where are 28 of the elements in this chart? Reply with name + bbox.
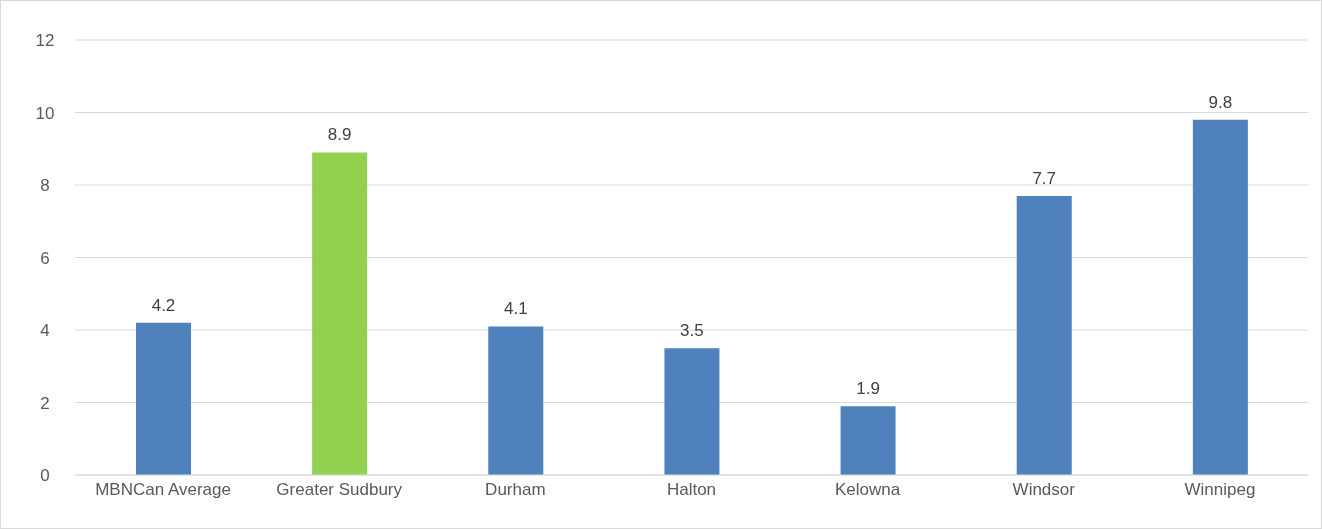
x-tick-label: Winnipeg (1184, 480, 1256, 500)
data-label: 9.8 (1208, 92, 1233, 112)
y-tick-label: 6 (40, 248, 50, 268)
data-label: 4.1 (503, 299, 528, 319)
bar (840, 406, 896, 475)
y-tick-label: 2 (40, 393, 50, 413)
bar (136, 322, 191, 475)
data-label: 3.5 (680, 321, 704, 341)
bar (1192, 119, 1248, 475)
y-tick-label: 10 (35, 103, 55, 123)
y-tick-label: 4 (40, 321, 50, 341)
data-label: 4.2 (151, 295, 176, 315)
x-tick-label: Windsor (1012, 480, 1076, 500)
data-label: 1.9 (856, 379, 880, 399)
data-label: 7.7 (1032, 168, 1057, 188)
x-tick-label: Kelowna (835, 480, 901, 500)
y-tick-label: 12 (35, 31, 55, 51)
bar (664, 348, 720, 475)
bar (312, 152, 368, 475)
x-tick-label: MBNCan Average (95, 480, 231, 500)
x-tick-label: Durham (485, 480, 546, 500)
y-tick-label: 8 (40, 176, 50, 196)
x-tick-label: Greater Sudbury (276, 480, 403, 500)
data-label: 8.9 (327, 125, 352, 145)
bar (488, 326, 544, 475)
x-tick-label: Halton (666, 480, 717, 500)
y-tick-label: 0 (40, 466, 50, 486)
bar (1016, 195, 1072, 475)
